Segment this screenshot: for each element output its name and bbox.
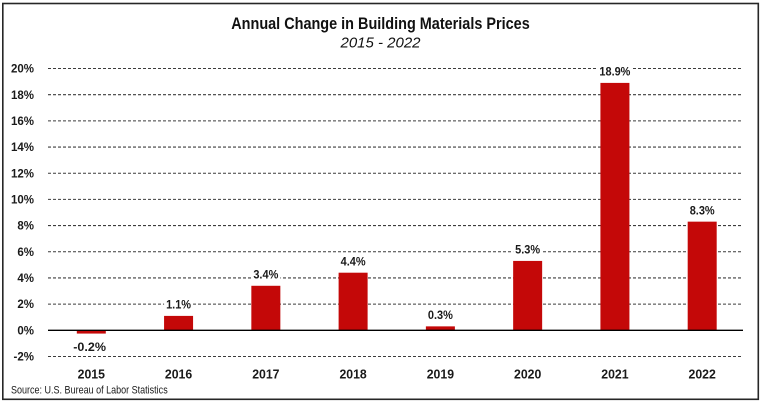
svg-text:10%: 10%	[11, 195, 34, 207]
svg-text:16%: 16%	[11, 116, 34, 128]
svg-text:Annual Change in Building Mate: Annual Change in Building Materials Pric…	[231, 15, 530, 33]
svg-text:2017: 2017	[252, 367, 279, 382]
svg-text:-0.2%: -0.2%	[73, 342, 106, 354]
svg-text:Source: U.S. Bureau of Labor S: Source: U.S. Bureau of Labor Statistics	[11, 385, 168, 397]
svg-text:4.4%: 4.4%	[341, 256, 366, 268]
svg-text:2022: 2022	[689, 367, 716, 382]
svg-text:2015 - 2022: 2015 - 2022	[340, 35, 422, 52]
svg-text:2020: 2020	[514, 367, 541, 382]
svg-text:12%: 12%	[11, 168, 34, 180]
svg-text:2015: 2015	[78, 367, 105, 382]
svg-text:4%: 4%	[17, 273, 34, 285]
svg-text:2016: 2016	[165, 367, 192, 382]
svg-text:5.3%: 5.3%	[515, 245, 540, 257]
svg-text:0%: 0%	[17, 325, 34, 337]
svg-text:8.3%: 8.3%	[690, 205, 715, 217]
svg-text:2018: 2018	[339, 367, 366, 382]
svg-text:6%: 6%	[17, 247, 34, 259]
svg-text:2019: 2019	[427, 367, 454, 382]
svg-text:2021: 2021	[601, 367, 628, 382]
svg-text:8%: 8%	[17, 221, 34, 233]
svg-text:0.3%: 0.3%	[428, 310, 453, 322]
svg-text:20%: 20%	[11, 64, 34, 76]
svg-text:3.4%: 3.4%	[253, 269, 278, 281]
svg-text:2%: 2%	[17, 299, 34, 311]
svg-text:14%: 14%	[11, 142, 34, 154]
svg-text:-2%: -2%	[14, 352, 34, 364]
svg-text:18%: 18%	[11, 90, 34, 102]
svg-text:18.9%: 18.9%	[599, 67, 630, 79]
svg-text:1.1%: 1.1%	[166, 300, 191, 312]
